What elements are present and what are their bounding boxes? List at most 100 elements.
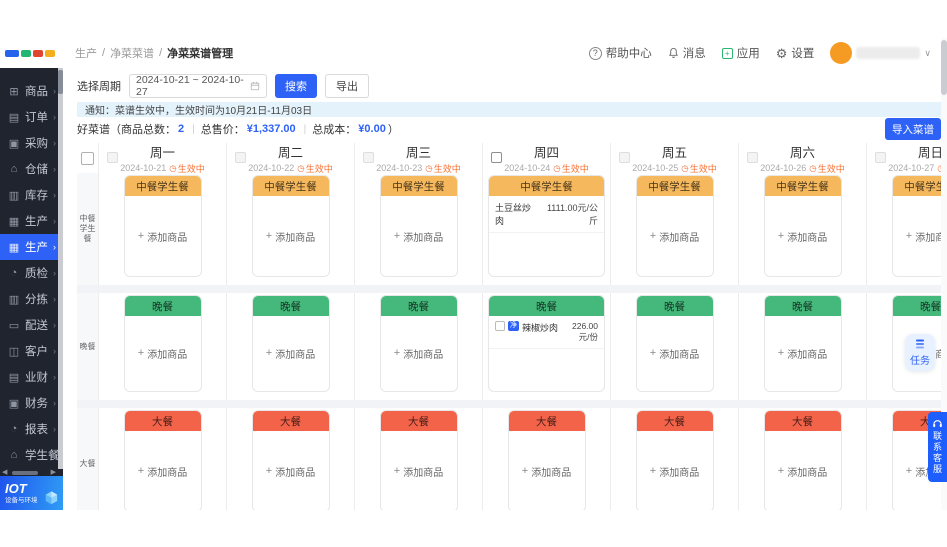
day-date: 2024-10-24 xyxy=(504,163,551,173)
meal-card-header: 大餐 xyxy=(636,411,713,431)
select-all-cell xyxy=(77,143,98,173)
report-icon: ◔ xyxy=(10,423,18,435)
scroll-right-icon[interactable]: ▶ xyxy=(50,469,56,476)
day-checkbox[interactable] xyxy=(363,152,374,163)
order-icon: ▤ xyxy=(8,111,20,124)
filter-toolbar: 选择周期 2024-10-21 ~ 2024-10-27 搜索 导出 xyxy=(77,74,947,98)
sidebar-item-orders[interactable]: ▤ 订单 › xyxy=(0,104,58,130)
day-name: 周日 xyxy=(917,145,943,160)
export-button[interactable]: 导出 xyxy=(325,74,369,98)
sidebar-item-label: 采购 xyxy=(25,138,48,150)
meal-card-header: 大餐 xyxy=(508,411,585,431)
quality-icon: ◔ xyxy=(10,267,18,279)
item-checkbox[interactable] xyxy=(495,321,505,331)
add-product-button[interactable]: +添加商品 xyxy=(649,347,700,362)
add-product-button[interactable]: +添加商品 xyxy=(905,229,947,244)
iot-title: IOT xyxy=(5,481,27,497)
task-floating-button[interactable]: 任务 xyxy=(905,334,935,371)
sidebar-item-finance[interactable]: ▣ 财务 › xyxy=(0,390,58,416)
menu-item-row[interactable]: 净辣椒炒肉 226.00元/份 xyxy=(489,316,604,349)
add-product-button[interactable]: +添加商品 xyxy=(393,464,444,479)
day-checkbox[interactable] xyxy=(619,152,630,163)
sidebar-item-inventory[interactable]: ▥ 库存 › xyxy=(0,182,58,208)
total-price: ¥1,337.00 xyxy=(246,123,296,135)
sidebar-item-label: 质检 xyxy=(25,268,48,280)
period-label: 选择周期 xyxy=(77,81,121,93)
sidebar-item-goods[interactable]: ⊞ 商品 › xyxy=(0,78,58,104)
day-date: 2024-10-23 xyxy=(376,163,423,173)
add-product-button[interactable]: +添加商品 xyxy=(137,464,188,479)
chevron-down-icon: ∨ xyxy=(924,47,931,58)
topbar-actions: ? 帮助中心 消息 + 应用 ⚙ 设置 ∨ xyxy=(588,42,947,64)
add-product-button[interactable]: +添加商品 xyxy=(137,347,188,362)
add-product-button[interactable]: +添加商品 xyxy=(265,229,316,244)
meal-row-2: 晚餐 晚餐 + 添加商品 晚餐 + 添加商品 晚餐 + 添加商品 晚餐净辣椒炒肉 226.00元/份晚… xyxy=(77,293,947,400)
add-product-button[interactable]: +添加商品 xyxy=(777,229,828,244)
meal-day-cell: 大餐 +添加商品 xyxy=(226,408,354,510)
add-product-button[interactable]: +添加商品 xyxy=(393,347,444,362)
contact-service-label: 联系客服 xyxy=(932,431,942,475)
sidebar-scrollbar[interactable] xyxy=(58,68,63,469)
sidebar-scrollbar-thumb[interactable] xyxy=(58,70,63,94)
chevron-right-icon: › xyxy=(53,398,56,408)
day-checkbox[interactable] xyxy=(491,152,502,163)
scroll-left-icon[interactable]: ◀ xyxy=(2,469,8,476)
chevron-right-icon: › xyxy=(53,164,56,174)
meal-day-cell: 中餐学生餐 +添加商品 xyxy=(738,173,866,285)
add-product-button[interactable]: +添加商品 xyxy=(777,464,828,479)
sidebar-item-quality[interactable]: ◔ 质检 › xyxy=(0,260,58,286)
apps-button[interactable]: + 应用 xyxy=(721,45,760,61)
add-product-button[interactable]: +添加商品 xyxy=(649,229,700,244)
sidebar-hscrollbar[interactable]: ◀ ▶ xyxy=(0,469,58,476)
period-date-range-input[interactable]: 2024-10-21 ~ 2024-10-27 xyxy=(129,74,267,98)
sidebar-item-production[interactable]: ▦ 生产 › xyxy=(0,208,58,234)
sidebar-item-reports[interactable]: ◔ 报表 › xyxy=(0,416,58,442)
add-product-button[interactable]: +添加商品 xyxy=(137,229,188,244)
plus-icon: + xyxy=(265,229,273,242)
iot-subtitle: 设备与环境 xyxy=(5,496,38,504)
plus-icon: + xyxy=(393,464,401,477)
search-button[interactable]: 搜索 xyxy=(275,74,317,98)
sidebar-item-student-meal[interactable]: ⌂学生餐› xyxy=(0,442,58,468)
add-product-button[interactable]: +添加商品 xyxy=(265,347,316,362)
sidebar-item-customers[interactable]: ◫ 客户 › xyxy=(0,338,58,364)
contact-service-button[interactable]: 联系客服 xyxy=(928,412,947,482)
breadcrumb-item[interactable]: 生产 xyxy=(75,48,97,60)
sidebar-item-delivery[interactable]: ▭ 配送 › xyxy=(0,312,58,338)
plus-icon: + xyxy=(777,229,785,242)
meal-day-cell: 中餐学生餐 +添加商品 xyxy=(866,173,947,285)
user-menu[interactable]: ∨ xyxy=(830,42,931,64)
add-product-button[interactable]: +添加商品 xyxy=(777,347,828,362)
day-checkbox[interactable] xyxy=(235,152,246,163)
day-checkbox[interactable] xyxy=(107,152,118,163)
messages-button[interactable]: 消息 xyxy=(668,45,706,61)
select-all-checkbox[interactable] xyxy=(81,151,94,165)
meal-card: 中餐学生餐 +添加商品 xyxy=(251,175,330,277)
meal-card-header: 中餐学生餐 xyxy=(764,176,841,196)
page-scrollbar-thumb[interactable] xyxy=(941,40,947,95)
sidebar-item-biz-finance[interactable]: ▤ 业财 › xyxy=(0,364,58,390)
day-date: 2024-10-27 xyxy=(888,163,935,173)
add-product-button[interactable]: +添加商品 xyxy=(265,464,316,479)
add-product-button[interactable]: +添加商品 xyxy=(521,464,572,479)
add-product-button[interactable]: +添加商品 xyxy=(649,464,700,479)
hscroll-thumb[interactable] xyxy=(12,470,39,475)
add-product-button[interactable]: +添加商品 xyxy=(393,229,444,244)
sidebar-item-warehouse[interactable]: ⌂ 仓储 › xyxy=(0,156,58,182)
settings-button[interactable]: ⚙ 设置 xyxy=(775,45,815,61)
breadcrumb-item[interactable]: 净菜菜谱 xyxy=(110,48,155,60)
product-count: 2 xyxy=(178,123,185,135)
meal-day-cell: 中餐学生餐 +添加商品 xyxy=(354,173,482,285)
day-header-1: 周一 2024-10-21 ◷ 生效中 xyxy=(98,143,226,174)
sorting-icon: ▥ xyxy=(8,293,20,306)
sidebar-item-purchase[interactable]: ▣ 采购 › xyxy=(0,130,58,156)
help-center-button[interactable]: ? 帮助中心 xyxy=(588,45,652,61)
sidebar-item-sorting[interactable]: ▥ 分拣 › xyxy=(0,286,58,312)
day-checkbox[interactable] xyxy=(875,152,886,163)
import-menu-button[interactable]: 导入菜谱 xyxy=(885,118,941,140)
sidebar-item-production-active[interactable]: ▦ 生产 › xyxy=(0,234,58,260)
menu-item-row[interactable]: 土豆丝炒肉 1111.00元/公斤 xyxy=(489,196,604,233)
iot-module-banner[interactable]: IOT 设备与环境 xyxy=(0,476,63,510)
plus-icon: + xyxy=(777,464,785,477)
day-checkbox[interactable] xyxy=(747,152,758,163)
